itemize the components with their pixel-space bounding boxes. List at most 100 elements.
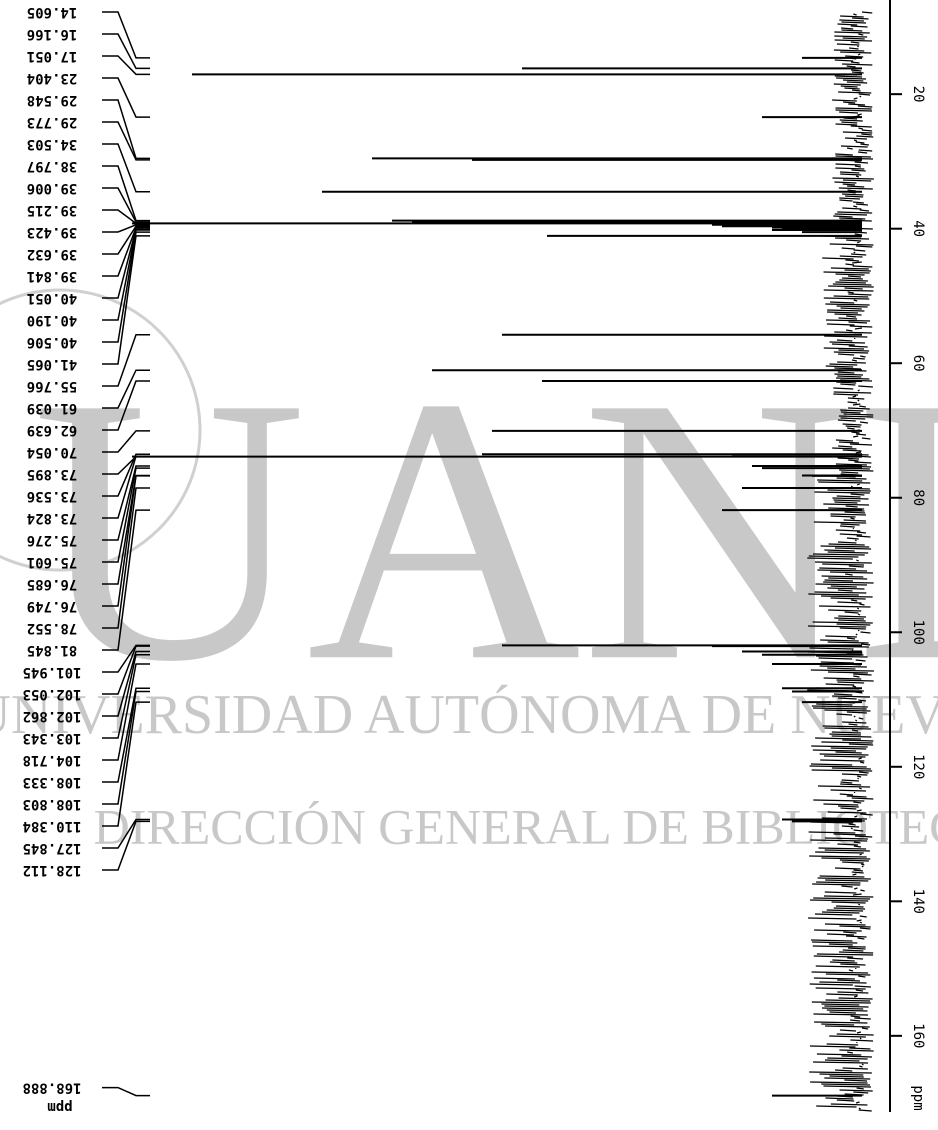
peak-connector xyxy=(102,225,150,255)
noise xyxy=(845,259,859,262)
noise xyxy=(807,557,853,560)
noise xyxy=(839,19,864,22)
noise xyxy=(852,201,864,204)
peak-label: 39.632 xyxy=(27,246,78,262)
peak-connector xyxy=(102,231,150,343)
noise xyxy=(813,1013,869,1016)
noise xyxy=(859,405,866,408)
noise xyxy=(816,1105,857,1108)
noise xyxy=(808,917,857,920)
noise xyxy=(826,1009,868,1012)
noise xyxy=(835,107,872,110)
noise xyxy=(813,955,854,958)
noise xyxy=(855,451,862,454)
noise xyxy=(827,311,858,314)
noise xyxy=(836,1099,855,1102)
noise xyxy=(824,579,854,582)
noise xyxy=(819,753,869,756)
noise xyxy=(831,731,861,734)
noise xyxy=(815,987,866,990)
noise xyxy=(836,679,874,682)
noise xyxy=(850,827,854,830)
noise xyxy=(855,989,864,992)
noise xyxy=(849,1047,871,1050)
noise xyxy=(833,83,861,86)
noise xyxy=(834,59,854,62)
noise xyxy=(829,243,874,246)
noise xyxy=(852,873,857,876)
noise xyxy=(812,553,865,556)
noise xyxy=(838,619,866,622)
noise xyxy=(853,841,861,844)
noise xyxy=(834,31,870,34)
noise xyxy=(853,715,856,718)
peak-label: 41.065 xyxy=(27,356,78,372)
noise xyxy=(851,797,874,800)
noise xyxy=(855,203,868,206)
noise xyxy=(825,365,854,368)
noise xyxy=(830,597,866,600)
noise xyxy=(847,401,858,404)
noise xyxy=(852,89,861,92)
peak-connector xyxy=(102,455,138,475)
noise xyxy=(852,403,861,406)
noise xyxy=(839,1049,874,1052)
noise xyxy=(844,611,859,614)
noise xyxy=(844,287,863,290)
peak-connector xyxy=(102,333,150,387)
noise xyxy=(825,1097,854,1100)
noise xyxy=(829,1011,856,1014)
noise xyxy=(835,123,858,126)
noise xyxy=(836,1033,874,1036)
noise xyxy=(852,893,862,896)
noise xyxy=(861,11,873,14)
noise xyxy=(825,879,869,882)
noise xyxy=(851,871,864,874)
noise xyxy=(809,855,867,858)
tick-label: 100 xyxy=(910,620,926,645)
noise xyxy=(847,1051,854,1054)
noise xyxy=(825,635,857,638)
noise xyxy=(856,135,874,138)
peak-connector xyxy=(102,77,150,118)
noise xyxy=(861,1027,869,1030)
noise xyxy=(843,179,872,182)
noise xyxy=(853,13,857,16)
noise xyxy=(837,589,853,592)
noise xyxy=(846,329,853,332)
peak-connector xyxy=(102,228,150,299)
peak-connector xyxy=(102,55,150,76)
noise xyxy=(824,727,871,730)
noise xyxy=(823,297,870,300)
noise xyxy=(820,661,854,664)
noise xyxy=(850,1039,874,1042)
noise xyxy=(858,975,866,978)
noise xyxy=(837,23,858,26)
noise xyxy=(839,199,853,202)
noise xyxy=(857,53,861,56)
noise xyxy=(852,261,862,264)
noise xyxy=(811,939,853,942)
noise xyxy=(860,143,869,146)
noise xyxy=(840,417,866,420)
noise xyxy=(818,847,867,850)
peak-connector xyxy=(102,645,150,695)
noise xyxy=(853,673,872,676)
noise xyxy=(853,829,864,832)
noise xyxy=(827,551,869,554)
noise xyxy=(834,35,868,38)
noise xyxy=(828,285,874,288)
noise xyxy=(855,175,860,178)
peak-connector xyxy=(102,687,150,783)
noise xyxy=(840,411,861,414)
noise xyxy=(812,621,873,624)
noise xyxy=(835,167,865,170)
noise xyxy=(847,397,865,400)
noise xyxy=(821,1003,860,1006)
peak-label: 16.166 xyxy=(27,26,78,42)
noise xyxy=(861,129,873,132)
peak-connector xyxy=(102,1086,150,1097)
noise xyxy=(835,439,854,442)
noise xyxy=(833,907,866,910)
noise xyxy=(820,759,865,762)
